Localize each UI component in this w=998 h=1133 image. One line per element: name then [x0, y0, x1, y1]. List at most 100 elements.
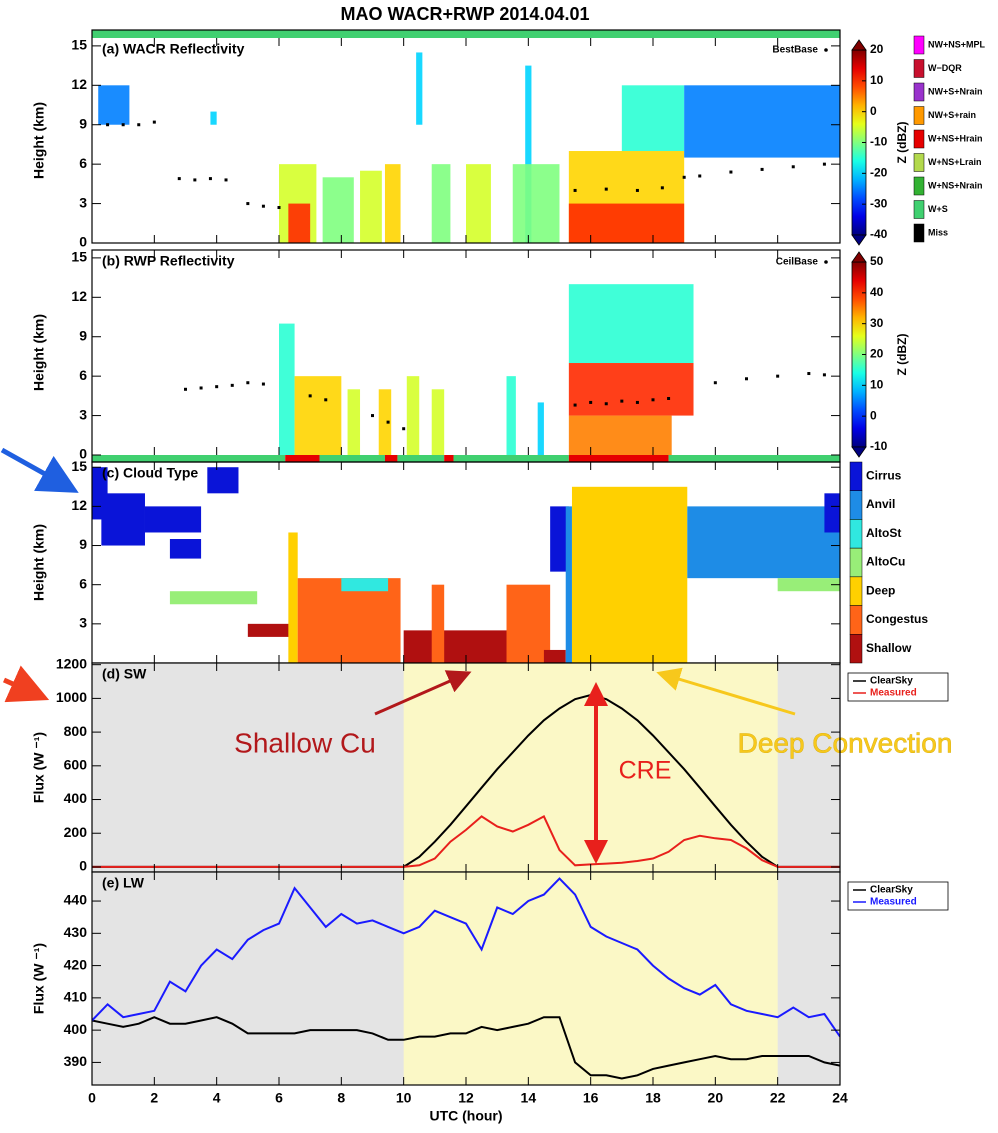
cloud-base-dot [224, 178, 228, 182]
colorbar-bottom-extend [851, 234, 867, 246]
reflectivity-cell [279, 323, 295, 455]
plot-area [92, 872, 840, 1085]
x-tick-label: 16 [583, 1090, 599, 1106]
cloud-base-dot [667, 396, 671, 400]
colorbar-tick-label: 0 [870, 104, 877, 118]
legend-box [847, 672, 949, 702]
reflectivity-cell [416, 52, 423, 125]
cloud-type-swatch [849, 490, 863, 520]
y-axis-label: Height (km) [31, 314, 47, 391]
legend-label: ClearSky [870, 676, 913, 687]
cloud-base-dot [208, 177, 212, 181]
y-tick-label: 15 [71, 458, 87, 474]
x-tick-label: 6 [275, 1090, 283, 1106]
cloud-base-dot [246, 381, 250, 385]
panel-title: (c) Cloud Type [102, 465, 198, 481]
flag-label: NW+S+Nrain [928, 86, 983, 96]
cloud-base-dot [760, 167, 764, 171]
y-tick-label: 1000 [56, 689, 87, 705]
y-tick-label: 9 [79, 115, 87, 131]
colorbar-tick-label: 20 [870, 347, 884, 361]
cloud-base-dot [682, 175, 686, 179]
cloud-type-swatch [849, 634, 863, 664]
arrow [0, 447, 79, 493]
cloud-type-label: Anvil [866, 497, 895, 511]
flag-label: NW+S+rain [928, 110, 976, 120]
cloud-type-region [824, 493, 840, 533]
x-tick-label: 12 [458, 1090, 474, 1106]
cloud-type-label: Congestus [866, 612, 928, 626]
colorbar-tick-label: 10 [870, 73, 884, 87]
flag-label: W+NS+Nrain [928, 180, 983, 190]
day-shade [403, 872, 778, 1085]
colorbar-tick-label: 40 [870, 285, 884, 299]
cloud-base-dot [745, 377, 748, 381]
cloud-base-dot [106, 123, 110, 127]
cloud-base-dot [121, 123, 125, 127]
arrow [656, 667, 796, 716]
plot-area [92, 467, 840, 663]
cloud-type-region [169, 539, 202, 559]
figure-title: MAO WACR+RWP 2014.04.01 [341, 4, 590, 24]
flag-swatch [913, 82, 925, 102]
cloud-type-swatch [849, 519, 863, 549]
cloud-type-region [169, 591, 258, 605]
cloud-base-dot [651, 398, 655, 402]
reflectivity-cell [347, 389, 361, 455]
cloud-base-dot [137, 123, 141, 127]
reflectivity-cell [406, 376, 420, 455]
series-line [92, 877, 840, 1038]
colorbar-label: Z (dBZ) [895, 122, 909, 164]
y-tick-label: 0 [79, 446, 87, 462]
x-tick-label: 24 [832, 1090, 848, 1106]
colorbar-tick-label: 10 [870, 378, 884, 392]
cloud-type-label: AltoCu [866, 555, 905, 569]
cloud-type-region [550, 506, 569, 572]
cloud-type-region [101, 493, 145, 546]
status-segment [568, 455, 669, 462]
legend-label: Measured [870, 897, 917, 908]
cloud-type-region [506, 584, 551, 663]
x-tick-label: 4 [213, 1090, 221, 1106]
cloud-base-dot [791, 165, 795, 169]
cloud-base-dot [261, 382, 265, 386]
reflectivity-cell [360, 170, 382, 243]
y-tick-label: 440 [64, 892, 88, 908]
flag-swatch [913, 35, 925, 55]
cloud-base-dot [589, 400, 593, 404]
reflectivity-cell [378, 389, 392, 455]
flag-label: W+S [928, 204, 948, 214]
flag-label: W+NS+Hrain [928, 133, 983, 143]
cloud-base-dot [713, 381, 717, 385]
colorbar-tick-label: -10 [870, 135, 888, 149]
flag-label: W−DQR [928, 63, 962, 73]
panel-title: (d) SW [102, 666, 147, 682]
y-axis-label: Height (km) [31, 524, 47, 601]
cloud-base-dot [402, 427, 406, 431]
cloud-base-dot [573, 188, 577, 192]
x-axis-label: UTC (hour) [429, 1108, 502, 1124]
reflectivity-cell [525, 65, 532, 243]
colorbar-top-extend [851, 39, 867, 51]
colorbar-label: Z (dBZ) [895, 334, 909, 376]
reflectivity-cell [568, 415, 672, 455]
cloud-base-dot [729, 170, 733, 174]
flag-swatch [913, 176, 925, 196]
y-axis-label: Flux (W ⁻¹) [31, 943, 47, 1014]
cloud-base-dot [386, 420, 390, 424]
cloud-base-dot [807, 372, 811, 376]
colorbar-top-extend [851, 251, 867, 263]
colorbar-tick-label: 50 [870, 254, 884, 268]
cloud-base-dot [660, 186, 664, 190]
cloud-type-region [431, 584, 445, 663]
panel-title: (b) RWP Reflectivity [102, 253, 235, 269]
cloud-base-dot [604, 187, 608, 191]
cloud-type-region [543, 649, 566, 663]
annotation: Shallow Cu [234, 727, 376, 758]
base-legend: CeilBase [776, 257, 819, 268]
reflectivity-cell [431, 389, 445, 455]
y-tick-label: 430 [64, 924, 88, 940]
cloud-type-region [207, 467, 239, 494]
